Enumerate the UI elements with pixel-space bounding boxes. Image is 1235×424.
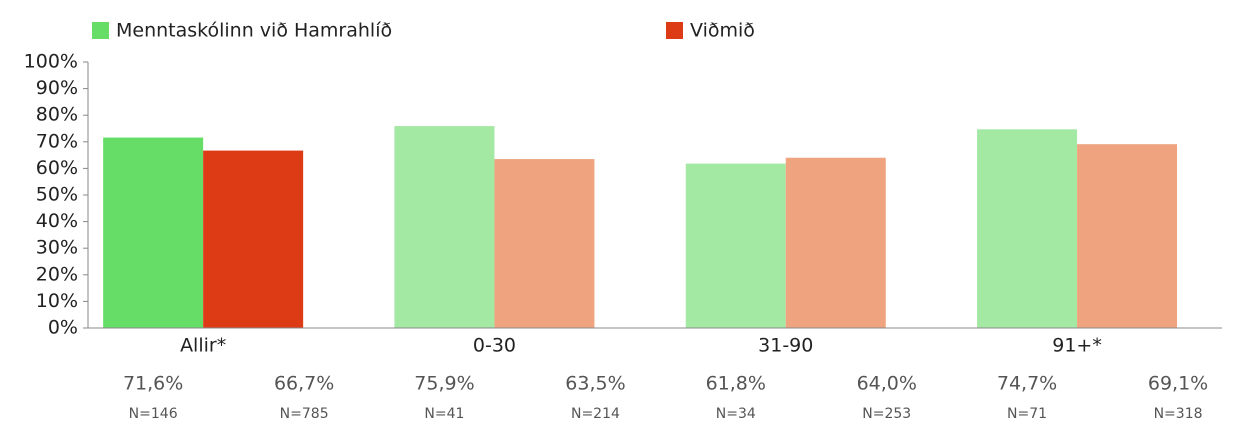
x-tick-label: 0-30 [473,335,516,357]
bar [977,129,1078,328]
y-tick-label: 20% [36,263,78,285]
bar [685,163,786,328]
value-label: 66,7% [274,373,334,395]
y-tick-label: 70% [36,130,78,152]
value-label: 69,1% [1148,373,1208,395]
x-tick-label: 31-90 [758,335,813,357]
bar [103,137,204,328]
y-tick-label: 10% [36,290,78,312]
y-tick-label: 50% [36,184,78,206]
y-tick-label: 80% [36,104,78,126]
legend-swatch [92,22,109,39]
n-label: N=785 [280,406,329,422]
value-label: 75,9% [414,373,474,395]
bar [494,159,595,328]
n-label: N=146 [129,406,178,422]
n-label: N=214 [571,406,620,422]
y-tick-label: 100% [24,51,78,73]
y-tick-label: 60% [36,157,78,179]
legend-label: Viðmið [690,20,755,42]
value-label: 71,6% [123,373,183,395]
y-tick-label: 0% [48,317,78,339]
bar [203,150,304,328]
bar [1077,144,1178,328]
x-tick-label: Allir* [180,335,226,357]
n-label: N=318 [1154,406,1203,422]
x-tick-label: 91+* [1052,335,1102,357]
n-label: N=253 [862,406,911,422]
value-label: 63,5% [565,373,625,395]
n-label: N=71 [1007,406,1047,422]
legend-swatch [666,22,683,39]
value-label: 74,7% [997,373,1057,395]
value-label: 64,0% [857,373,917,395]
bar [785,157,886,328]
y-tick-label: 40% [36,210,78,232]
legend-label: Menntaskólinn við Hamrahlíð [116,20,392,42]
bar [394,126,495,328]
n-label: N=34 [716,406,756,422]
value-label: 61,8% [706,373,766,395]
n-label: N=41 [424,406,464,422]
y-tick-label: 30% [36,237,78,259]
y-tick-label: 90% [36,77,78,99]
